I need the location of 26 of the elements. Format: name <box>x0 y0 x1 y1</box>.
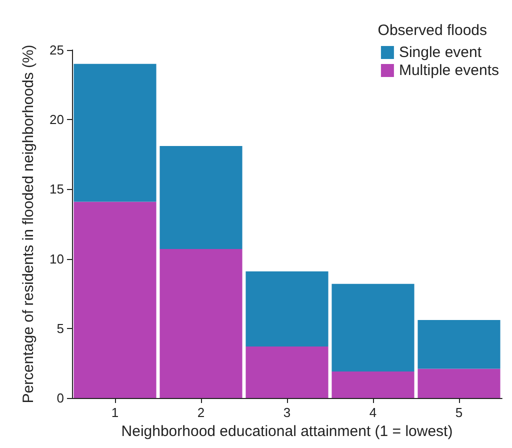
y-tick-label: 5 <box>56 320 64 336</box>
bar <box>160 249 242 398</box>
bar <box>332 372 414 398</box>
x-tick-label: 4 <box>369 405 377 420</box>
legend-label: Single event <box>398 44 482 61</box>
bar <box>246 346 328 398</box>
bar <box>332 284 414 372</box>
y-tick-label: 15 <box>50 182 64 197</box>
bar <box>246 271 328 346</box>
bar <box>74 64 156 202</box>
bar <box>418 320 500 369</box>
legend-title: Observed floods <box>378 22 488 39</box>
bar <box>418 368 500 398</box>
x-tick-label: 1 <box>111 405 119 420</box>
y-tick-label: 0 <box>56 390 64 406</box>
x-tick-label: 5 <box>455 405 463 420</box>
x-tick-label: 2 <box>197 405 205 420</box>
x-tick-label: 3 <box>283 405 291 420</box>
bar <box>160 146 242 250</box>
x-axis-title: Neighborhood educational attainment (1 = lowest) <box>121 423 453 440</box>
y-tick-label: 25 <box>50 42 64 58</box>
y-axis-title: Percentage of residents in flooded neighborhoods (%) <box>20 44 37 404</box>
y-tick-label: 20 <box>50 112 64 128</box>
legend-label: Multiple events <box>398 62 500 79</box>
y-tick-label: 10 <box>50 251 64 266</box>
bar <box>74 202 156 398</box>
